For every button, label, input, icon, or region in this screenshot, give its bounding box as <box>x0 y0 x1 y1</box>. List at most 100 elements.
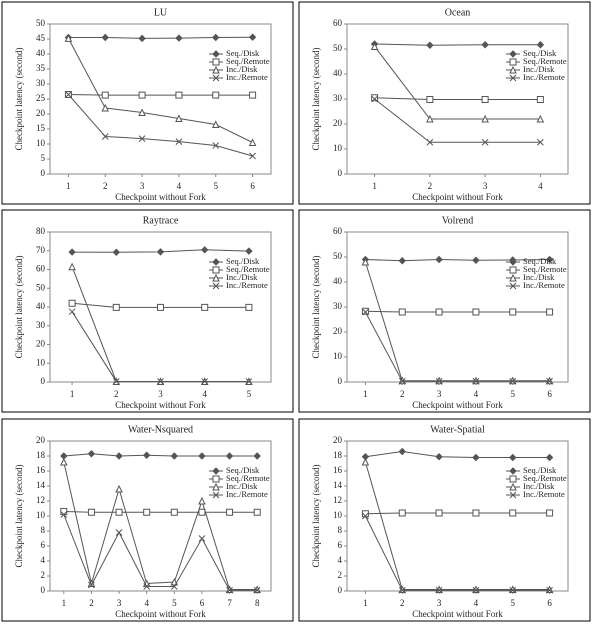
y-tick-label: 40 <box>36 48 46 58</box>
data-point <box>249 152 256 160</box>
data-point <box>198 535 206 542</box>
y-tick-label: 2 <box>41 570 46 580</box>
data-point <box>175 91 183 99</box>
x-tick-label: 1 <box>70 389 75 399</box>
y-tick-label: 60 <box>333 226 343 236</box>
x-tick-label: 4 <box>474 598 479 608</box>
legend-label: Seq./Remote <box>226 264 270 274</box>
x-tick-label: 7 <box>227 598 232 608</box>
panel-frame <box>1 209 294 413</box>
x-tick-label: 6 <box>250 181 255 191</box>
data-point <box>545 453 554 462</box>
y-tick-label: 20 <box>333 118 343 128</box>
data-point <box>60 457 68 466</box>
y-tick-label: 12 <box>333 495 342 505</box>
legend-marker <box>509 482 517 491</box>
data-point <box>509 586 517 594</box>
data-point <box>362 512 369 520</box>
data-point <box>170 452 179 460</box>
y-tick-label: 45 <box>36 33 46 43</box>
data-point <box>509 509 517 517</box>
x-tick-label: 3 <box>483 181 488 191</box>
x-tick-label: 5 <box>172 598 177 608</box>
x-tick-label: 5 <box>511 389 516 399</box>
y-tick-label: 30 <box>36 78 46 88</box>
x-tick-label: 2 <box>400 389 405 399</box>
x-tick-label: 2 <box>114 389 119 399</box>
series-line <box>68 94 253 157</box>
legend-marker <box>509 467 517 475</box>
data-point <box>156 248 165 256</box>
series-line <box>365 258 550 262</box>
y-tick-label: 0 <box>41 376 46 386</box>
x-tick-label: 6 <box>547 598 552 608</box>
x-tick-label: 1 <box>363 598 368 608</box>
x-tick-label: 4 <box>144 598 149 608</box>
series-line <box>63 511 258 513</box>
x-tick-label: 3 <box>158 389 163 399</box>
data-point <box>361 307 369 315</box>
x-tick-label: 5 <box>247 389 252 399</box>
data-point <box>170 508 178 516</box>
y-tick-label: 20 <box>333 435 343 445</box>
legend-marker <box>509 475 517 483</box>
y-tick-label: 35 <box>36 63 46 73</box>
x-tick-label: 4 <box>177 181 182 191</box>
chart-panel: Volrend 0 10 20 30 40 50 60 1 2 3 4 5 6 Checkpoint wit… <box>298 209 591 413</box>
data-point <box>112 248 121 256</box>
data-point <box>157 378 164 385</box>
data-point <box>362 308 369 316</box>
legend-label: Inc./Remote <box>523 489 565 499</box>
legend-marker <box>509 491 517 499</box>
legend-marker <box>509 266 517 274</box>
y-tick-label: 20 <box>333 326 343 336</box>
data-point <box>201 303 209 311</box>
data-point <box>157 303 164 311</box>
series-line <box>374 43 541 46</box>
data-point <box>398 257 406 265</box>
data-point <box>87 450 96 458</box>
data-point <box>435 509 443 517</box>
y-tick-label: 16 <box>333 465 343 475</box>
x-tick-label: 1 <box>363 389 368 399</box>
series-line <box>71 311 249 382</box>
series-line <box>364 515 550 591</box>
data-point <box>143 583 151 590</box>
legend-label: Seq./Disk <box>523 256 557 266</box>
data-point <box>253 452 261 460</box>
y-tick-label: 4 <box>41 555 46 565</box>
x-tick-label: 6 <box>200 598 205 608</box>
data-point <box>481 114 489 123</box>
legend-label: Seq./Remote <box>226 473 270 483</box>
y-tick-label: 0 <box>338 168 343 178</box>
legend-label: Inc./Remote <box>226 280 268 290</box>
data-point <box>198 508 206 516</box>
legend-label: Seq./Remote <box>226 56 270 66</box>
data-point <box>65 91 72 98</box>
legend-label: Inc./Remote <box>523 72 565 82</box>
panel-frame <box>1 418 294 622</box>
data-point <box>112 378 120 385</box>
legend-label: Seq./Disk <box>523 48 557 58</box>
legend-label: Inc./Remote <box>523 280 565 290</box>
y-tick-label: 40 <box>36 301 46 311</box>
data-point <box>371 94 379 102</box>
data-point <box>435 377 443 385</box>
legend-label: Inc./Disk <box>523 481 555 491</box>
x-tick-label: 2 <box>428 181 433 191</box>
data-point <box>115 452 123 460</box>
y-tick-label: 50 <box>333 43 343 53</box>
data-point <box>212 142 220 149</box>
x-tick-label: 2 <box>103 181 108 191</box>
y-tick-label: 10 <box>36 357 46 367</box>
series-line <box>365 512 550 515</box>
x-axis-label: Checkpoint without Fork <box>115 400 206 410</box>
y-tick-label: 2 <box>338 570 343 580</box>
data-point <box>546 377 553 385</box>
data-point <box>509 453 517 462</box>
y-tick-label: 5 <box>41 153 46 163</box>
x-tick-label: 1 <box>66 181 71 191</box>
legend-marker <box>212 282 220 290</box>
legend-label: Inc./Disk <box>226 64 258 74</box>
data-point <box>112 303 120 311</box>
